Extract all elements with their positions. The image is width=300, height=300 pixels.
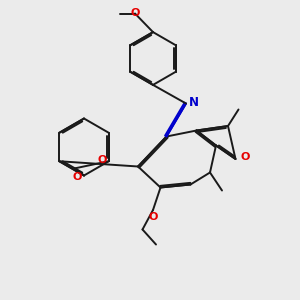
Text: O: O (130, 8, 140, 19)
Text: O: O (148, 212, 158, 221)
Text: O: O (98, 155, 107, 165)
Text: N: N (188, 95, 198, 109)
Text: O: O (241, 152, 250, 163)
Text: O: O (73, 172, 82, 182)
